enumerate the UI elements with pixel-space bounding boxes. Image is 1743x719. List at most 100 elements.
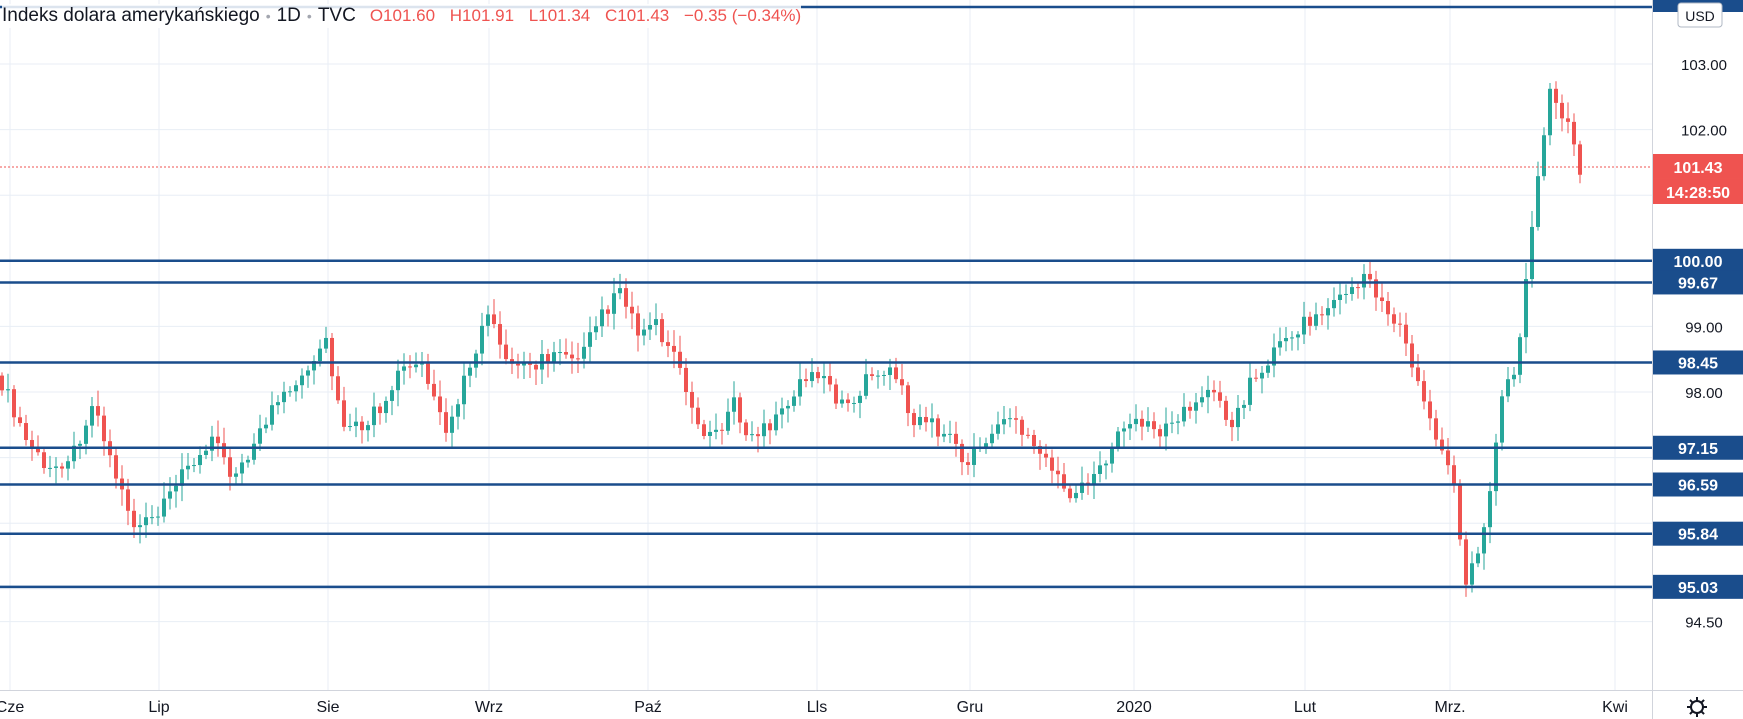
candle-body — [1404, 324, 1408, 344]
candle-body — [168, 491, 172, 499]
candle-body — [354, 421, 358, 427]
candle-body — [1476, 553, 1480, 564]
last-price-label: 101.43 — [1674, 160, 1723, 177]
candle-body — [1530, 226, 1534, 280]
candle-body — [312, 361, 316, 371]
candle-body — [48, 467, 52, 469]
candle-body — [1242, 404, 1246, 408]
candle-body — [192, 465, 196, 467]
candle-body — [708, 431, 712, 437]
interval-label[interactable]: 1D — [276, 5, 301, 26]
candle-body — [666, 342, 670, 346]
candle-body — [1290, 337, 1294, 339]
candle-body — [402, 366, 406, 371]
candle-body — [864, 374, 868, 396]
candle-body — [1320, 314, 1324, 316]
candle-body — [582, 346, 586, 359]
candle-body — [270, 405, 274, 425]
candle-body — [594, 326, 598, 333]
candle-body — [1194, 402, 1198, 411]
candle-body — [186, 465, 190, 470]
candle-body — [798, 379, 802, 397]
low-value: L101.34 — [528, 6, 591, 25]
candle-body — [744, 422, 748, 436]
candle-body — [672, 345, 676, 352]
candle-body — [714, 429, 718, 432]
symbol-title[interactable]: Indeks dolara amerykańskiego — [2, 5, 260, 26]
candle-body — [882, 374, 886, 376]
candle-body — [42, 452, 46, 469]
candle-body — [258, 428, 262, 444]
candle-body — [1200, 397, 1204, 403]
candle-body — [144, 517, 148, 526]
candle-body — [264, 424, 268, 429]
candle-body — [690, 391, 694, 408]
candle-body — [420, 363, 424, 365]
last-price-label-bg — [1653, 153, 1743, 179]
candle-body — [300, 375, 304, 386]
candle-body — [1284, 338, 1288, 342]
candle-body — [492, 314, 496, 325]
level-label-bg — [1653, 574, 1743, 599]
candle-body — [1308, 316, 1312, 326]
candle-body — [84, 425, 88, 444]
countdown-label-bg — [1653, 178, 1743, 204]
candle-body — [462, 375, 466, 405]
candle-body — [348, 426, 352, 428]
candle-body — [720, 429, 724, 431]
candle-body — [1452, 465, 1456, 484]
candle-body — [1008, 418, 1012, 420]
level-label: 95.84 — [1678, 527, 1718, 544]
currency-badge[interactable] — [1677, 2, 1723, 28]
level-label-bg — [1653, 521, 1743, 546]
candle-body — [138, 525, 142, 528]
candle-body — [1188, 406, 1192, 411]
candle-body — [600, 309, 604, 327]
candle-body — [654, 319, 658, 326]
candle-body — [768, 423, 772, 431]
candle-body — [1134, 418, 1138, 425]
candle-body — [1482, 527, 1486, 554]
chart-legend: Indeks dolara amerykańskiego • 1D • TVC … — [2, 4, 802, 28]
candle-body — [1170, 422, 1174, 424]
x-tick-label: Wrz — [475, 699, 503, 716]
candle-body — [96, 406, 100, 416]
gear-icon[interactable] — [1687, 697, 1707, 717]
candle-body — [1368, 273, 1372, 280]
candle-body — [924, 416, 928, 423]
candle-body — [678, 351, 682, 368]
candle-body — [1122, 428, 1126, 432]
candle-body — [516, 363, 520, 366]
plot-area[interactable] — [0, 0, 1652, 690]
candle-body — [528, 363, 532, 365]
candle-body — [240, 462, 244, 474]
candle-body — [1116, 431, 1120, 447]
candle-body — [948, 433, 952, 435]
candle-body — [894, 367, 898, 380]
x-tick-label: Lls — [807, 699, 827, 716]
candle-body — [318, 348, 322, 362]
candle-body — [1176, 421, 1180, 423]
x-tick-label: Lip — [148, 699, 169, 716]
candle-body — [1260, 372, 1264, 379]
candle-body — [1356, 287, 1360, 289]
candle-body — [1572, 121, 1576, 145]
candle-body — [1218, 392, 1222, 401]
candle-body — [1056, 470, 1060, 475]
candle-body — [900, 379, 904, 386]
candle-body — [738, 397, 742, 423]
candle-body — [642, 329, 646, 336]
candle-body — [1266, 365, 1270, 373]
candle-body — [1164, 423, 1168, 437]
y-tick-label: 102.00 — [1681, 123, 1727, 140]
candle-body — [468, 367, 472, 376]
candle-body — [1152, 421, 1156, 430]
candle-body — [1446, 450, 1450, 466]
candle-body — [786, 405, 790, 409]
candle-body — [1002, 419, 1006, 425]
candle-body — [390, 390, 394, 401]
candle-body — [1494, 442, 1498, 492]
candle-body — [726, 411, 730, 431]
